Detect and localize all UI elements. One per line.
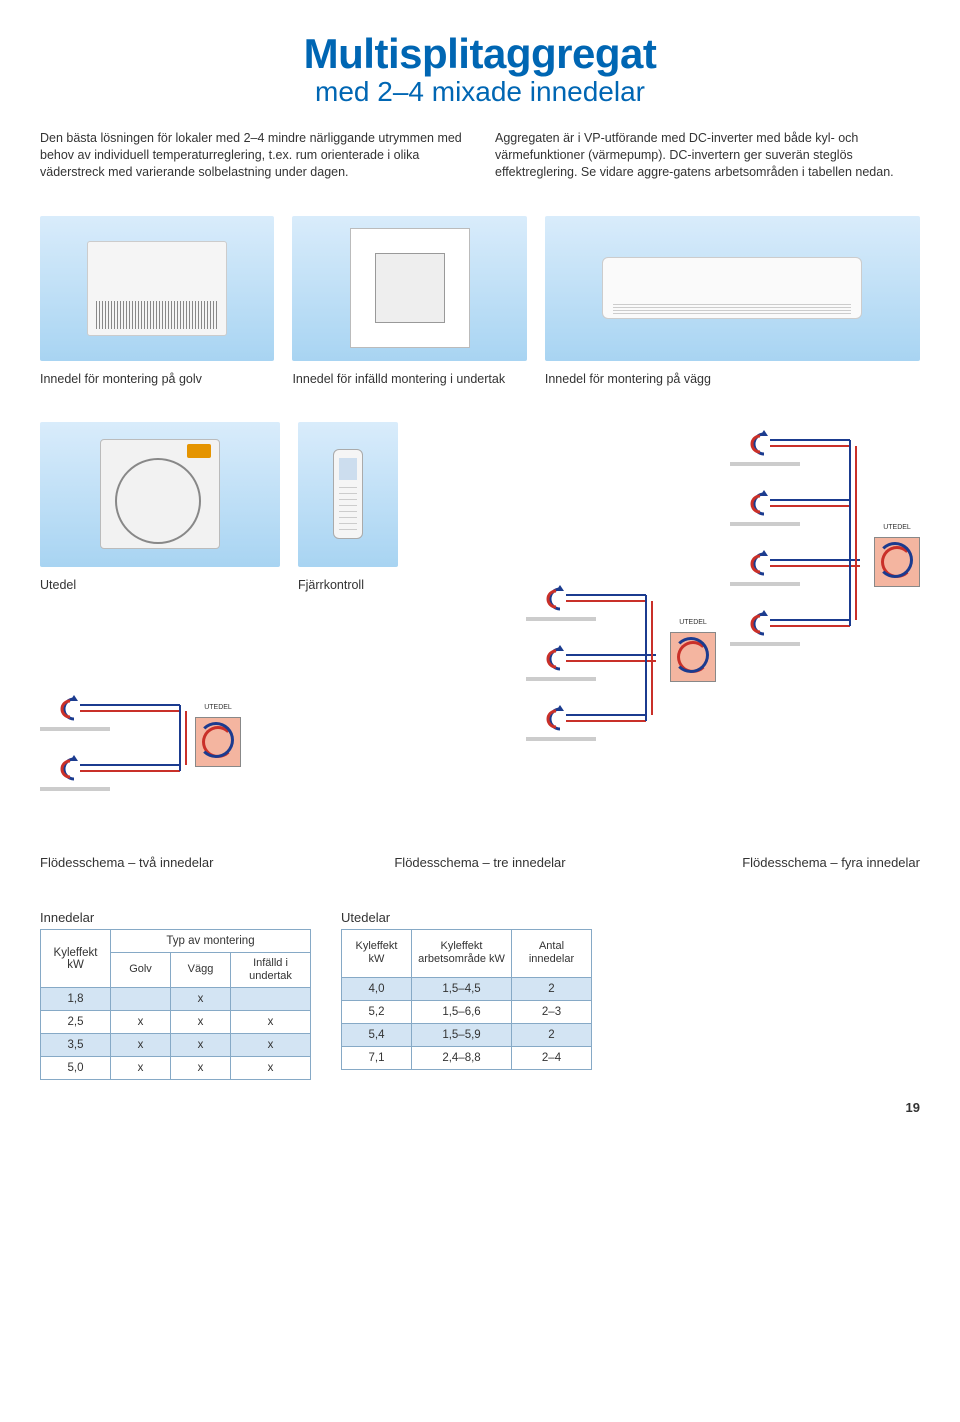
page-number: 19 [40, 1100, 920, 1115]
product-floor: Innedel för montering på golv [40, 216, 274, 387]
product-cassette: Innedel för infälld montering i undertak [292, 216, 526, 387]
outdoor-col-arbetsomrade: Kyleffekt arbetsområde kW [412, 929, 512, 977]
cassette-unit-image [292, 216, 526, 361]
indoor-col-golv: Golv [111, 952, 171, 987]
indoor-tbody: 1,8 x 2,5 x x x 3,5 x x x [41, 988, 311, 1080]
indoor-col-infalld: Infälld i undertak [231, 952, 311, 987]
outdoor-caption: Utedel [40, 577, 280, 593]
page-title: Multisplitaggregat [40, 30, 920, 78]
outdoor-col-kyleffekt: Kyleffekt kW [342, 929, 412, 977]
floor-unit-image [40, 216, 274, 361]
table-row: 4,0 1,5–4,5 2 [342, 977, 592, 1000]
indoor-table: Kyleffekt kW Typ av montering Golv Vägg … [40, 929, 311, 1080]
indoor-col-vagg: Vägg [171, 952, 231, 987]
utedel-label: UTEDEL [875, 524, 919, 531]
floor-caption: Innedel för montering på golv [40, 371, 274, 387]
intro-left: Den bästa lösningen för lokaler med 2–4 … [40, 130, 465, 181]
indoor-col-kyleffekt: Kyleffekt kW [41, 929, 111, 987]
outdoor-table-title: Utedelar [341, 910, 592, 925]
intro-right: Aggregaten är i VP-utförande med DC-inve… [495, 130, 920, 181]
product-wall: Innedel för montering på vägg [545, 216, 920, 387]
intro-text: Den bästa lösningen för lokaler med 2–4 … [40, 130, 920, 181]
indoor-table-block: Innedelar Kyleffekt kW Typ av montering … [40, 910, 311, 1080]
outdoor-tbody: 4,0 1,5–4,5 2 5,2 1,5–6,6 2–3 5,4 1,5–5,… [342, 977, 592, 1069]
flow-diagram-two: UTEDEL [40, 687, 260, 827]
table-row: 3,5 x x x [41, 1034, 311, 1057]
outdoor-table-block: Utedelar Kyleffekt kW Kyleffekt arbetsom… [341, 910, 592, 1070]
outdoor-col-antal: Antal innedelar [512, 929, 592, 977]
tables-section: Innedelar Kyleffekt kW Typ av montering … [40, 910, 920, 1080]
flow-caption-three: Flödesschema – tre innedelar [333, 855, 626, 870]
indoor-table-title: Innedelar [40, 910, 311, 925]
cassette-caption: Innedel för infälld montering i undertak [292, 371, 526, 387]
flow-caption-two: Flödesschema – två innedelar [40, 855, 333, 870]
indoor-typ-header: Typ av montering [111, 929, 311, 952]
table-row: 5,4 1,5–5,9 2 [342, 1023, 592, 1046]
flow-captions-row: Flödesschema – två innedelar Flödesschem… [40, 855, 920, 870]
product-row-1: Innedel för montering på golv Innedel fö… [40, 216, 920, 387]
table-row: 5,0 x x x [41, 1057, 311, 1080]
wall-caption: Innedel för montering på vägg [545, 371, 920, 387]
table-row: 1,8 x [41, 988, 311, 1011]
page-subtitle: med 2–4 mixade innedelar [40, 76, 920, 108]
utedel-label: UTEDEL [671, 619, 715, 626]
table-row: 2,5 x x x [41, 1011, 311, 1034]
remote-caption: Fjärrkontroll [298, 577, 398, 593]
flow-caption-four: Flödesschema – fyra innedelar [627, 855, 920, 870]
flow-diagram-four: UTEDEL [730, 422, 920, 682]
remote-image [298, 422, 398, 567]
table-row: 7,1 2,4–8,8 2–4 [342, 1046, 592, 1069]
flow-diagram-two-wrap: UTEDEL [40, 687, 920, 837]
table-row: 5,2 1,5–6,6 2–3 [342, 1000, 592, 1023]
utedel-label: UTEDEL [196, 704, 240, 711]
outdoor-table: Kyleffekt kW Kyleffekt arbetsområde kW A… [341, 929, 592, 1070]
wall-unit-image [545, 216, 920, 361]
outdoor-unit-image [40, 422, 280, 567]
